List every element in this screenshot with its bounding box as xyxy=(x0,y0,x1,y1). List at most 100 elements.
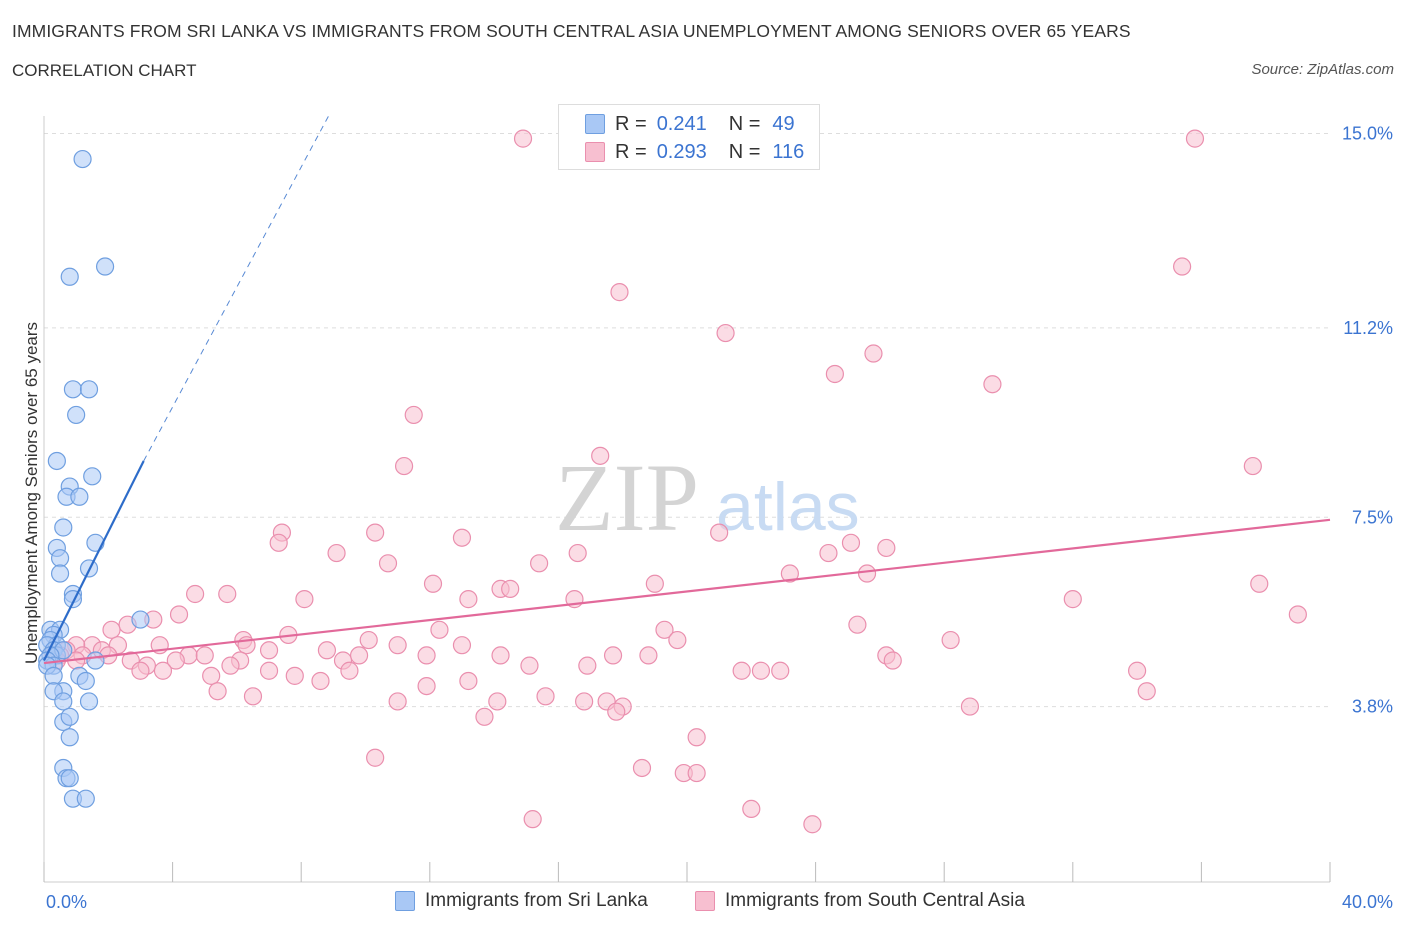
legend-r-label: R = xyxy=(615,112,647,135)
point-south-central-asia xyxy=(575,692,594,711)
point-south-central-asia xyxy=(877,538,896,558)
point-south-central-asia xyxy=(423,574,443,593)
point-south-central-asia xyxy=(295,590,314,609)
point-south-central-asia xyxy=(459,590,478,609)
point-south-central-asia xyxy=(218,584,237,604)
point-sri-lanka xyxy=(50,549,70,568)
point-sri-lanka xyxy=(86,533,105,552)
bottom-legend-south-central-asia: Immigrants from South Central Asia xyxy=(695,889,1025,913)
tick-labels: 3.8% 7.5% 11.2% 15.0% 0.0% 40.0% xyxy=(46,124,1393,913)
point-sri-lanka xyxy=(95,257,115,276)
legend-r-value: 0.241 xyxy=(656,112,707,135)
point-south-central-asia xyxy=(417,676,436,696)
point-south-central-asia xyxy=(819,543,838,563)
point-south-central-asia xyxy=(568,543,587,563)
point-south-central-asia xyxy=(166,651,185,670)
point-south-central-asia xyxy=(941,630,960,650)
trend-lines xyxy=(43,112,1331,665)
point-south-central-asia xyxy=(1250,574,1269,593)
point-south-central-asia xyxy=(687,763,706,783)
point-sri-lanka xyxy=(60,769,79,788)
legend-n-value: 116 xyxy=(772,140,805,163)
legend-swatch-sri-lanka xyxy=(585,114,605,134)
chart-title: IMMIGRANTS FROM SRI LANKA VS IMMIGRANTS … xyxy=(12,21,1131,41)
trendline-south-central-asia xyxy=(43,518,1331,665)
point-south-central-asia xyxy=(1243,456,1262,476)
point-sri-lanka xyxy=(73,149,92,169)
point-sri-lanka xyxy=(60,267,79,286)
point-south-central-asia xyxy=(716,323,735,343)
point-south-central-asia xyxy=(841,533,861,552)
point-sri-lanka xyxy=(67,405,86,425)
source-credit: Source: ZipAtlas.com xyxy=(1251,61,1394,78)
point-south-central-asia xyxy=(591,446,610,465)
point-sri-lanka xyxy=(76,789,95,808)
point-south-central-asia xyxy=(780,564,799,583)
point-south-central-asia xyxy=(186,584,205,604)
point-sri-lanka xyxy=(63,590,83,609)
point-sri-lanka xyxy=(44,666,63,685)
point-sri-lanka xyxy=(86,651,105,670)
axis-layer xyxy=(43,116,1331,883)
point-south-central-asia xyxy=(378,554,398,573)
point-south-central-asia xyxy=(475,707,494,726)
point-south-central-asia xyxy=(1173,257,1192,276)
point-south-central-asia xyxy=(349,646,369,665)
point-south-central-asia xyxy=(848,615,867,634)
point-south-central-asia xyxy=(742,799,761,819)
point-south-central-asia xyxy=(452,636,472,655)
correlation-legend: R = 0.241 N = 49 R = 0.293 N = 116 xyxy=(558,104,820,170)
bottom-legend-swatch-south-central-asia xyxy=(695,891,715,911)
series-sri-lanka-points xyxy=(38,149,150,808)
point-south-central-asia xyxy=(366,748,385,767)
watermark-atlas: atlas xyxy=(716,469,860,545)
point-south-central-asia xyxy=(243,687,263,706)
point-south-central-asia xyxy=(857,564,877,583)
point-sri-lanka xyxy=(60,707,79,726)
point-south-central-asia xyxy=(710,523,729,542)
point-south-central-asia xyxy=(530,554,549,573)
x-tick-label: 0.0% xyxy=(46,892,87,912)
point-sri-lanka xyxy=(76,671,95,691)
point-south-central-asia xyxy=(523,810,542,829)
trendline-sri-lanka-extension xyxy=(143,112,331,462)
point-south-central-asia xyxy=(195,646,214,665)
point-south-central-asia xyxy=(311,671,330,691)
point-south-central-asia xyxy=(520,656,539,675)
point-sri-lanka xyxy=(47,451,66,471)
legend-n-value: 49 xyxy=(772,112,795,135)
grid-layer xyxy=(44,133,1330,708)
point-south-central-asia xyxy=(404,405,423,425)
point-south-central-asia xyxy=(153,661,173,680)
point-south-central-asia xyxy=(488,692,507,711)
point-south-central-asia xyxy=(430,620,449,639)
x-tick-label: 40.0% xyxy=(1342,892,1393,912)
legend-swatch-south-central-asia xyxy=(585,142,605,162)
point-south-central-asia xyxy=(221,656,240,675)
watermark-zip: ZIP xyxy=(555,444,699,551)
point-south-central-asia xyxy=(607,702,626,721)
point-south-central-asia xyxy=(102,620,121,639)
legend-r-value: 0.293 xyxy=(656,140,707,163)
point-sri-lanka xyxy=(54,692,73,711)
point-sri-lanka xyxy=(79,380,99,399)
point-south-central-asia xyxy=(578,656,597,675)
point-south-central-asia xyxy=(491,646,510,665)
point-south-central-asia xyxy=(366,523,385,542)
point-south-central-asia xyxy=(864,344,883,363)
bottom-legend-swatch-sri-lanka xyxy=(395,891,415,911)
point-sri-lanka xyxy=(83,467,102,486)
point-south-central-asia xyxy=(359,630,378,650)
legend-r-label: R = xyxy=(615,140,647,163)
point-south-central-asia xyxy=(687,728,706,747)
point-south-central-asia xyxy=(169,605,189,624)
point-south-central-asia xyxy=(259,641,279,660)
point-sri-lanka xyxy=(131,610,150,629)
legend-n-label: N = xyxy=(728,112,761,135)
point-south-central-asia xyxy=(259,661,279,680)
point-south-central-asia xyxy=(1127,661,1147,680)
chart-subtitle: CORRELATION CHART xyxy=(12,61,197,80)
point-south-central-asia xyxy=(388,692,407,711)
legend-row-south-central-asia: R = 0.293 N = 116 xyxy=(585,139,804,165)
point-south-central-asia xyxy=(340,661,359,680)
